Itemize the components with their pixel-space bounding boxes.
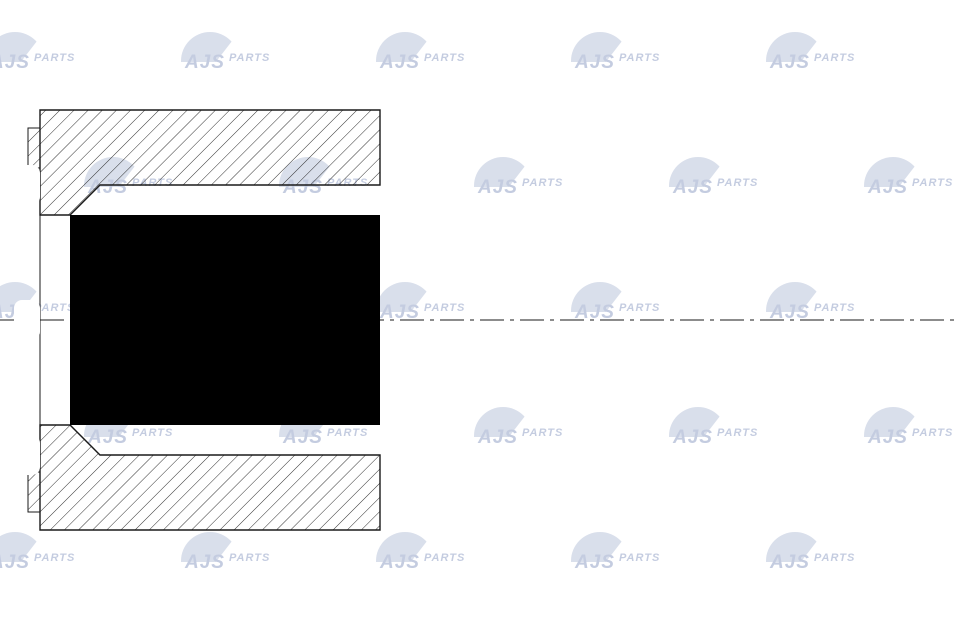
engineering-diagram bbox=[0, 0, 960, 640]
drawing-svg bbox=[0, 0, 960, 640]
